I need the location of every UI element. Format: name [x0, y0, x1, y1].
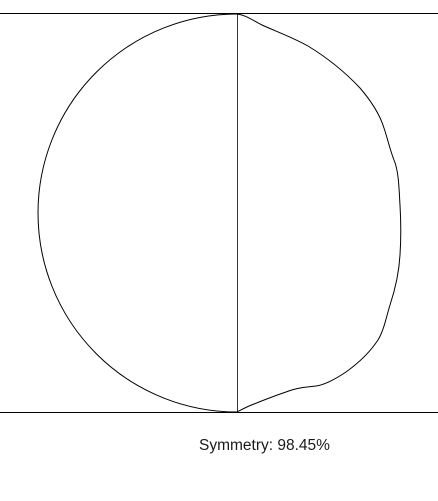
drawing-canvas[interactable]	[0, 0, 438, 430]
drawn-right-half	[236, 13, 402, 413]
symmetry-label: Symmetry:	[199, 437, 274, 454]
symmetry-text: Symmetry: 98.45%	[199, 437, 330, 455]
symmetry-readout: Symmetry: 98.45%	[0, 437, 438, 461]
reference-left-half	[37, 13, 238, 413]
symmetry-value: 98.45%	[277, 437, 330, 454]
